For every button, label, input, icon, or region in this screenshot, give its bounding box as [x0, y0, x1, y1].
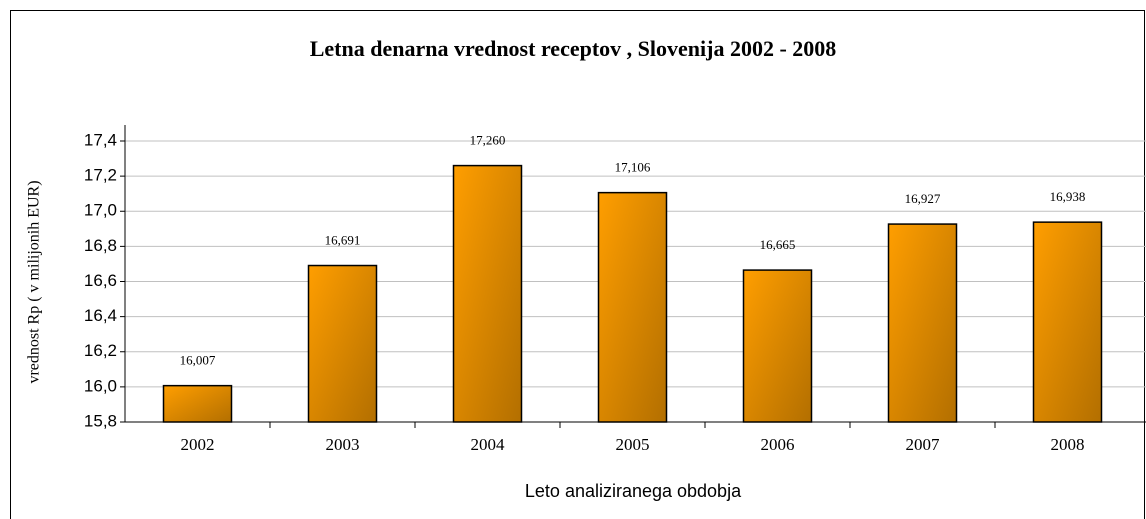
bar [742, 269, 813, 423]
y-tick-label: 16,0 [84, 376, 117, 395]
x-tick-label: 2005 [616, 435, 650, 454]
x-tick-label: 2008 [1051, 435, 1085, 454]
y-tick-label: 16,4 [84, 306, 117, 325]
value-label: 16,665 [760, 237, 796, 252]
value-label: 16,691 [325, 233, 361, 248]
y-tick-label: 15,8 [84, 411, 117, 430]
x-tick-label: 2004 [471, 435, 506, 454]
chart-title: Letna denarna vrednost receptov , Sloven… [310, 36, 837, 61]
y-axis-label: vrednost Rp ( v milijonih EUR) [26, 180, 43, 383]
y-tick-label: 16,8 [84, 236, 117, 255]
y-tick-label: 17,2 [84, 166, 117, 185]
bar [162, 384, 233, 423]
value-label: 16,938 [1050, 189, 1086, 204]
x-tick-label: 2002 [181, 435, 215, 454]
value-label: 17,106 [615, 160, 651, 175]
x-tick-label: 2003 [326, 435, 360, 454]
y-tick-label: 17,0 [84, 201, 117, 220]
y-tick-label: 17,4 [84, 130, 117, 149]
x-axis-label: Leto analiziranega obdobja [525, 481, 742, 501]
bar [597, 191, 668, 423]
x-tick-label: 2006 [761, 435, 795, 454]
bar [887, 223, 958, 423]
value-label: 17,260 [470, 133, 506, 148]
bar [452, 164, 523, 423]
y-tick-label: 16,6 [84, 271, 117, 290]
value-label: 16,007 [180, 353, 216, 368]
bar [307, 264, 378, 423]
x-tick-label: 2007 [906, 435, 941, 454]
value-label: 16,927 [905, 191, 941, 206]
bar [1032, 221, 1103, 423]
y-tick-label: 16,2 [84, 341, 117, 360]
